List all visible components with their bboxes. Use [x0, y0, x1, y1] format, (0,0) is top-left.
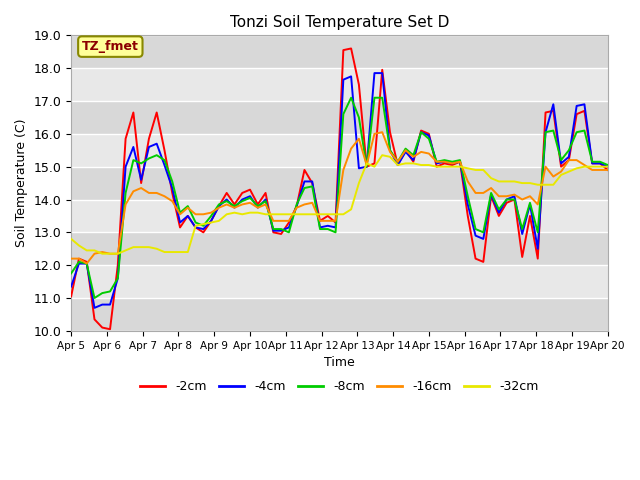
- Text: TZ_fmet: TZ_fmet: [82, 40, 139, 53]
- Bar: [71, 134, 608, 167]
- Legend: -2cm, -4cm, -8cm, -16cm, -32cm: -2cm, -4cm, -8cm, -16cm, -32cm: [135, 375, 543, 398]
- Bar: [71, 101, 608, 134]
- Bar: [71, 265, 608, 298]
- Y-axis label: Soil Temperature (C): Soil Temperature (C): [15, 119, 28, 247]
- Title: Tonzi Soil Temperature Set D: Tonzi Soil Temperature Set D: [230, 15, 449, 30]
- Bar: [71, 232, 608, 265]
- Bar: [71, 167, 608, 200]
- Bar: [71, 298, 608, 331]
- X-axis label: Time: Time: [324, 356, 355, 369]
- Bar: [71, 200, 608, 232]
- Bar: [71, 68, 608, 101]
- Bar: [71, 36, 608, 68]
